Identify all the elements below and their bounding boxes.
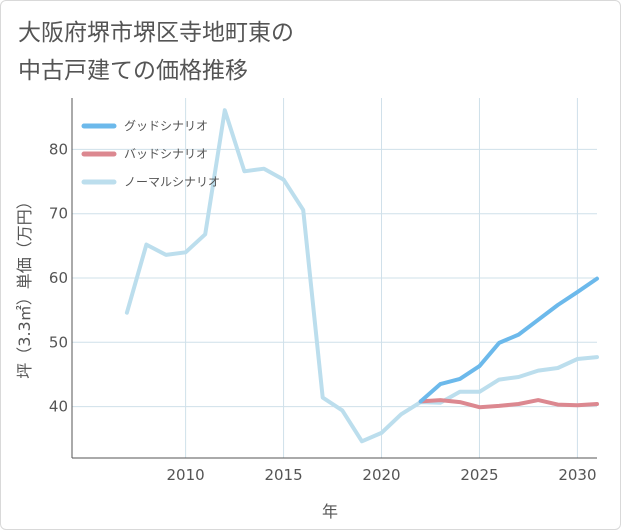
y-tick-label: 50 [49,333,68,351]
title-line-1: 大阪府堺市堺区寺地町東の [18,20,294,46]
chart-title: 大阪府堺市堺区寺地町東の 中古戸建ての価格推移 [18,14,418,90]
x-tick-label: 2020 [362,466,400,484]
x-tick-label: 2010 [167,466,205,484]
axes: 2010 2015 2020 2025 2030 40 50 60 70 80 [49,98,597,484]
legend-label-normal: ノーマルシナリオ [124,175,220,189]
series-line-good [418,276,599,404]
series-line-bad [418,398,599,410]
title-line-2: 中古戸建ての価格推移 [18,58,248,84]
x-tick-label: 2015 [264,466,302,484]
y-tick-label: 80 [49,140,68,158]
series-lines [124,108,599,444]
legend-label-good: グッドシナリオ [124,119,208,133]
x-tick-label: 2025 [460,466,498,484]
series-line-normal [124,108,599,444]
legend-label-bad: バッドシナリオ [124,147,208,161]
x-axis-label: 年 [322,502,339,521]
y-tick-label: 40 [49,398,68,416]
x-tick-label: 2030 [558,466,596,484]
y-tick-label: 60 [49,269,68,287]
y-tick-label: 70 [49,205,68,223]
